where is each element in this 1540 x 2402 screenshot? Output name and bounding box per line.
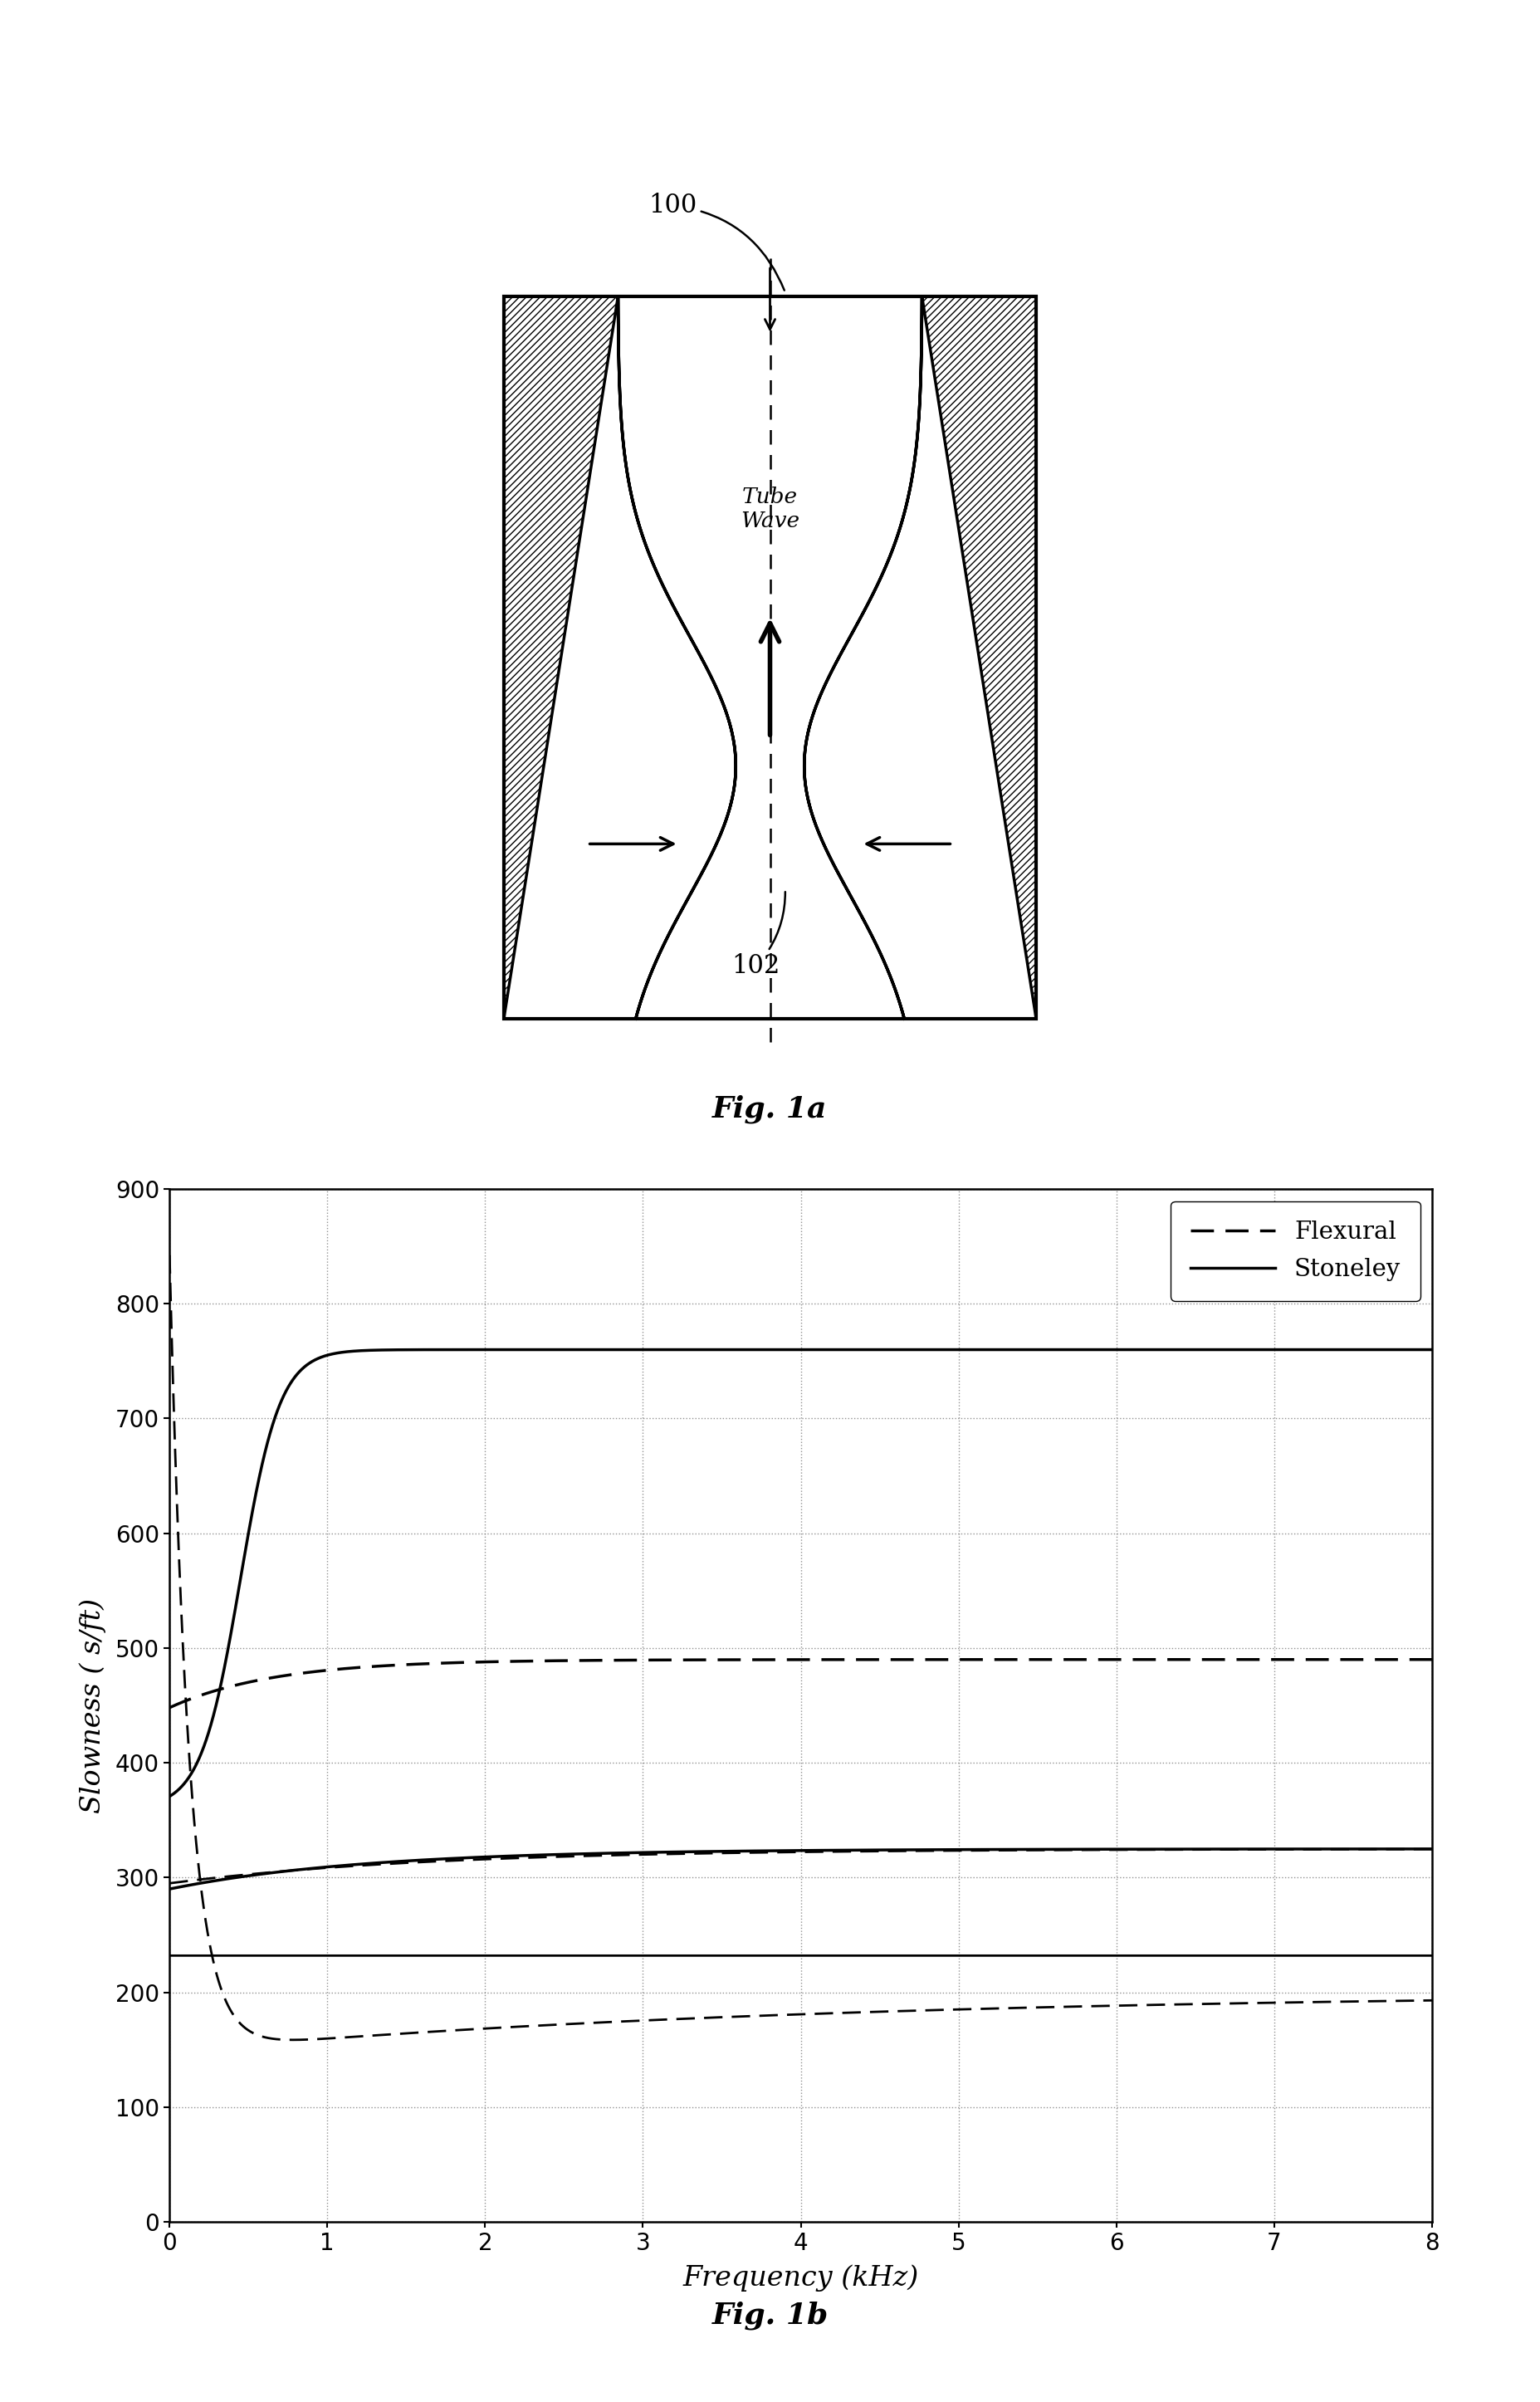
- Polygon shape: [504, 295, 736, 1018]
- Text: 102: 102: [732, 891, 785, 980]
- Polygon shape: [804, 295, 1036, 1018]
- Text: 100: 100: [648, 192, 784, 291]
- Text: Fig. 1b: Fig. 1b: [711, 2301, 829, 2330]
- Legend: Flexural, Stoneley: Flexural, Stoneley: [1170, 1201, 1420, 1302]
- X-axis label: Frequency (kHz): Frequency (kHz): [682, 2265, 919, 2292]
- Text: Fig. 1a: Fig. 1a: [713, 1095, 827, 1124]
- Bar: [504, 295, 1036, 1018]
- Y-axis label: Slowness ( s/ft): Slowness ( s/ft): [79, 1597, 106, 1814]
- Text: Tube
Wave: Tube Wave: [741, 488, 799, 531]
